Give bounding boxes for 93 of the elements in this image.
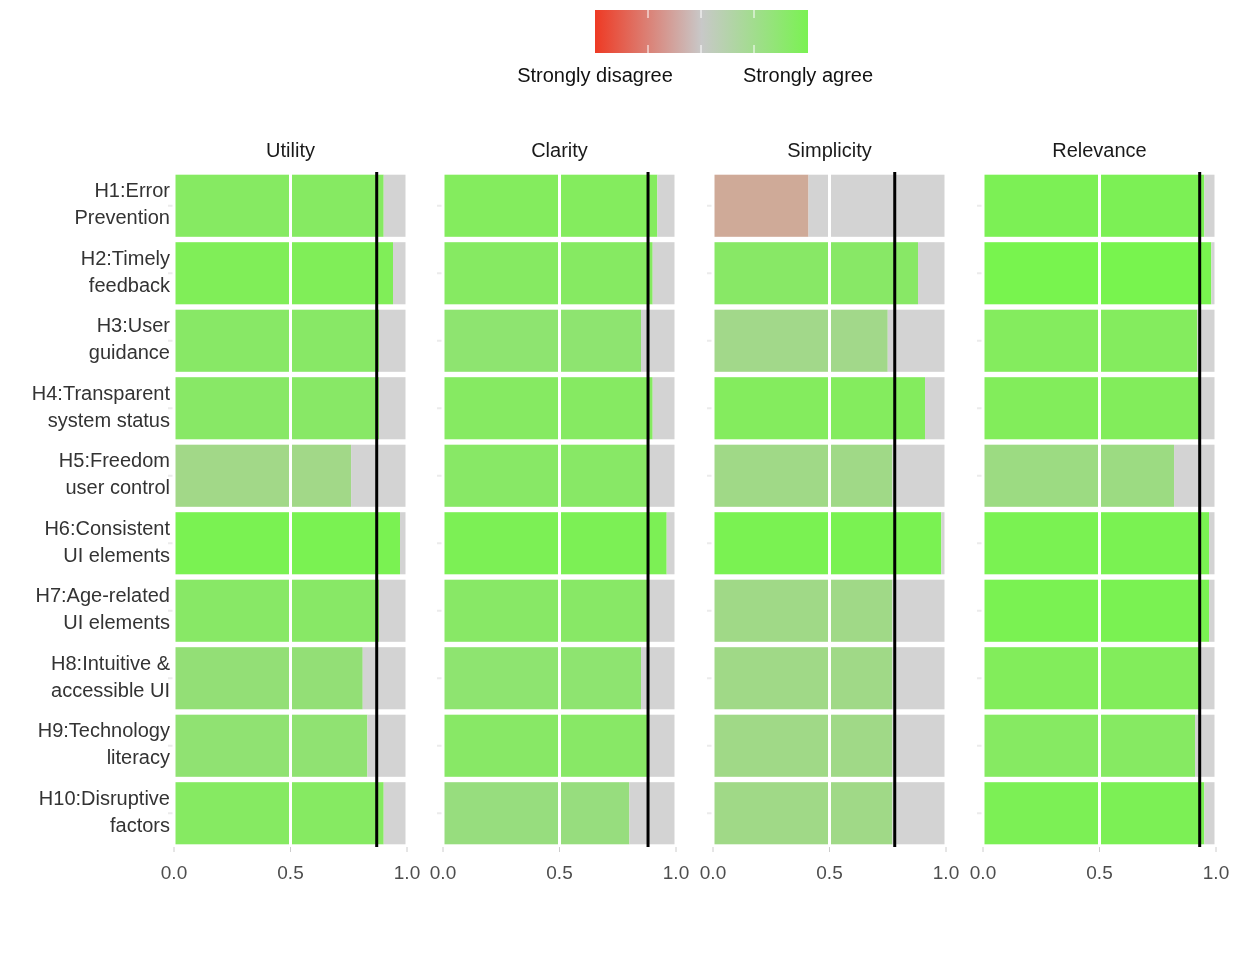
bar — [713, 579, 893, 642]
bar — [1204, 174, 1216, 237]
y-tick-label: H2:Timely feedback — [80, 247, 171, 297]
bar — [174, 579, 380, 642]
x-tick-label: 0.0 — [160, 862, 188, 883]
bar — [443, 242, 653, 305]
bar — [983, 242, 1212, 305]
bar — [174, 377, 380, 440]
x-tick-label: 1.0 — [393, 862, 421, 883]
x-tick-label: 0.5 — [1086, 862, 1113, 883]
bar — [174, 512, 401, 575]
bar — [443, 377, 653, 440]
chart-title: Utility — [266, 139, 315, 161]
bar — [443, 309, 642, 372]
bar — [918, 242, 946, 305]
bar — [443, 782, 630, 845]
bar — [983, 377, 1200, 440]
bar — [443, 714, 649, 777]
x-tick-label: 0.5 — [546, 862, 573, 883]
x-tick-label: 0.5 — [277, 862, 304, 883]
y-tick-label: H4:Transparent system status — [31, 382, 171, 432]
bar — [713, 377, 926, 440]
y-tick-label: H3:User guidance — [88, 314, 171, 364]
x-tick-label: 1.0 — [1202, 862, 1230, 883]
y-tick-label: H10:Disruptive factors — [38, 787, 170, 837]
y-tick-label: H1:Error Prevention — [74, 179, 171, 229]
bar — [174, 782, 384, 845]
bar — [443, 512, 667, 575]
bar — [713, 174, 809, 237]
x-tick-label: 0.0 — [969, 862, 997, 883]
x-tick-label: 1.0 — [662, 862, 690, 883]
y-tick-label: H9:Technology literacy — [37, 719, 170, 769]
bar — [367, 714, 407, 777]
bar — [383, 174, 407, 237]
text: Strongly agree — [742, 64, 874, 86]
y-tick-label: H7:Age-related UI elements — [35, 584, 170, 634]
bar — [713, 714, 893, 777]
bar — [892, 579, 946, 642]
bar — [983, 579, 1210, 642]
bar — [629, 782, 676, 845]
bar — [443, 444, 649, 507]
bar — [713, 647, 893, 710]
chart-title: Clarity — [531, 139, 588, 161]
chart-title: Relevance — [1052, 139, 1147, 161]
bar — [892, 444, 946, 507]
bar — [351, 444, 407, 507]
bar — [174, 647, 363, 710]
text: Strongly disagree — [517, 64, 673, 86]
bar — [713, 309, 888, 372]
bar — [1204, 782, 1216, 845]
bar — [379, 377, 407, 440]
bar — [174, 309, 380, 372]
bar — [379, 309, 407, 372]
bar — [925, 377, 946, 440]
bar — [983, 309, 1198, 372]
bar — [174, 444, 352, 507]
bar — [713, 782, 893, 845]
bar — [443, 579, 649, 642]
y-tick-label: H6:Consistent UI elements — [44, 517, 171, 567]
bar — [174, 714, 368, 777]
bar — [983, 647, 1200, 710]
bar — [983, 714, 1196, 777]
bar — [393, 242, 407, 305]
bar — [174, 242, 394, 305]
bar — [713, 242, 919, 305]
x-tick-label: 1.0 — [932, 862, 960, 883]
bar — [892, 647, 946, 710]
bar — [892, 782, 946, 845]
x-tick-label: 0.0 — [429, 862, 457, 883]
bar — [892, 714, 946, 777]
bar — [808, 174, 946, 237]
y-tick-label: H5:Freedom user control — [58, 449, 170, 499]
bar — [1174, 444, 1216, 507]
bar — [652, 242, 676, 305]
bar — [383, 782, 407, 845]
bar — [983, 782, 1205, 845]
bar — [652, 377, 676, 440]
bar — [379, 579, 407, 642]
bar — [443, 647, 642, 710]
bar — [174, 174, 384, 237]
bar — [983, 174, 1205, 237]
x-tick-label: 0.0 — [699, 862, 727, 883]
x-tick-label: 0.5 — [816, 862, 843, 883]
bar — [713, 444, 893, 507]
bar — [983, 444, 1175, 507]
bar — [657, 174, 676, 237]
bar — [443, 174, 658, 237]
chart-title: Simplicity — [787, 139, 872, 161]
y-tick-label: H8:Intuitive & accessible UI — [51, 652, 171, 702]
bar — [887, 309, 946, 372]
bar — [362, 647, 407, 710]
bar — [983, 512, 1210, 575]
bar — [713, 512, 942, 575]
